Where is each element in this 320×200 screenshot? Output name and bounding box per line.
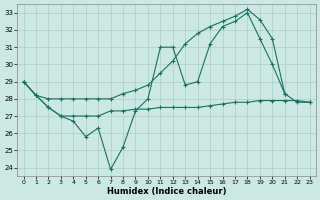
X-axis label: Humidex (Indice chaleur): Humidex (Indice chaleur): [107, 187, 226, 196]
